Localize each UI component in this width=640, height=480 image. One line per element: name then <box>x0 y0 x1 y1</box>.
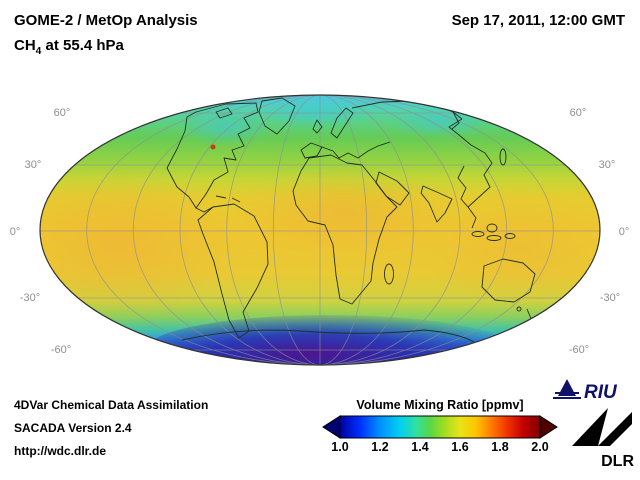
subtitle-species: CH <box>14 37 36 54</box>
footer-assimilation: 4DVar Chemical Data Assimilation <box>14 398 209 412</box>
figure-title: GOME-2 / MetOp Analysis <box>14 12 198 29</box>
lat-label-left-30: 30° <box>24 159 42 171</box>
colorbar-tick-2: 1.2 <box>371 440 389 454</box>
colorbar-left-arrow <box>322 415 341 439</box>
figure-subtitle: CH4 at 55.4 hPa <box>14 37 124 57</box>
coast-greenland <box>258 97 296 135</box>
lat-label-right-m60: -60° <box>568 344 590 356</box>
coast-scandinavia <box>330 107 354 139</box>
colorbar-tick-5: 1.8 <box>491 440 509 454</box>
coast-north-america <box>166 102 259 209</box>
colorbar-right-arrow <box>539 415 558 439</box>
riu-logo: RIU <box>553 379 618 403</box>
coast-japan <box>499 148 507 166</box>
lat-label-right-30: 30° <box>598 159 616 171</box>
coast-east-asia <box>448 118 493 208</box>
coast-antarctica <box>181 329 475 343</box>
lat-label-right-0: 0° <box>618 226 630 238</box>
coast-australia <box>481 258 536 303</box>
coast-arabia <box>375 171 410 206</box>
coast-britain <box>312 119 323 134</box>
lat-label-right-m30: -30° <box>599 292 621 304</box>
colorbar-tick-3: 1.4 <box>411 440 429 454</box>
lat-label-left-60: 60° <box>53 107 71 119</box>
coast-europe <box>321 141 391 159</box>
lat-label-left-m60: -60° <box>50 344 72 356</box>
colorbar-title: Volume Mixing Ratio [ppmv] <box>356 398 524 412</box>
map-outline <box>39 94 601 366</box>
colorbar <box>322 415 558 439</box>
riu-mark-icon <box>558 379 576 396</box>
map-field <box>40 95 600 365</box>
lat-label-right-60: 60° <box>569 107 587 119</box>
coast-iberia <box>300 142 323 159</box>
local-hotspot <box>210 144 216 150</box>
coast-africa <box>292 154 398 305</box>
footer-url: http://wdc.dlr.de <box>14 444 106 458</box>
colorbar-gradient <box>339 415 541 439</box>
subtitle-level: at 55.4 hPa <box>41 37 124 54</box>
dlr-mark-icon <box>572 408 608 446</box>
colorbar-tick-4: 1.6 <box>451 440 469 454</box>
coast-madagascar <box>384 263 394 285</box>
coast-india <box>420 185 453 223</box>
footer-version: SACADA Version 2.4 <box>14 421 132 435</box>
lat-label-left-0: 0° <box>9 226 21 238</box>
figure-datetime: Sep 17, 2011, 12:00 GMT <box>451 12 625 29</box>
dlr-logo-text: DLR <box>601 453 634 470</box>
coastlines <box>166 97 536 343</box>
riu-logo-text: RIU <box>584 382 618 403</box>
lat-label-left-m30: -30° <box>19 292 41 304</box>
colorbar-tick-1: 1.0 <box>331 440 349 454</box>
colorbar-tick-6: 2.0 <box>531 440 549 454</box>
dlr-logo: DLR <box>572 408 634 470</box>
subtitle-species-sub: 4 <box>35 46 42 57</box>
